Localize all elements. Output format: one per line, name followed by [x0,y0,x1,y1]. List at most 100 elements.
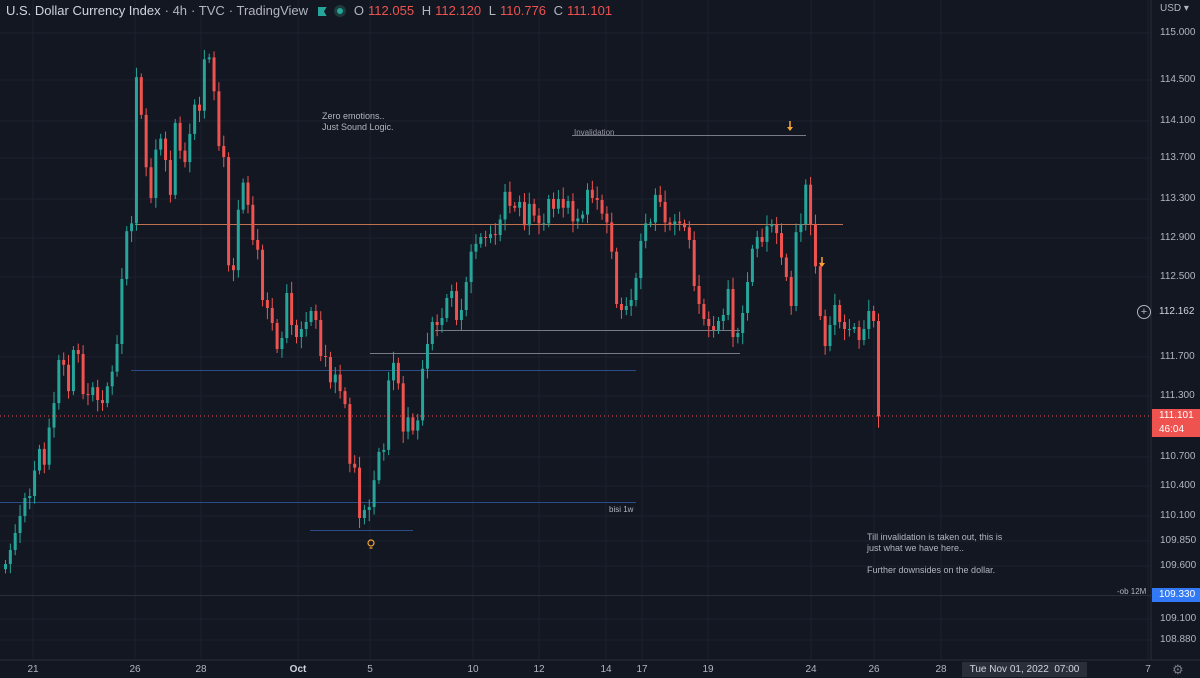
high-value: 112.120 [435,3,482,18]
annotation-note[interactable]: Zero emotions.. Just Sound Logic. [322,111,394,133]
candle [503,191,507,220]
candle [101,400,104,404]
low-label: L [488,3,496,18]
source-label: TVC [198,3,225,18]
candle [91,387,95,396]
candle [304,322,308,329]
candle [673,221,677,225]
time-tick-label: 14 [600,664,612,675]
time-tick-label: 28 [195,664,207,675]
flag-icon [317,7,327,16]
candle [231,265,235,271]
candle [222,145,226,158]
candle [28,496,32,498]
candle [333,374,337,383]
candle [862,329,866,340]
add-alert-icon[interactable]: + [1137,305,1151,319]
candle [561,199,565,208]
candle [285,293,289,338]
candle [358,467,362,518]
candle [484,237,488,239]
candle [149,167,153,198]
candle [459,310,463,320]
candle [760,237,764,242]
horizontal-levels [0,135,1151,596]
interval-label[interactable]: 4h [172,3,188,18]
candle [246,182,250,205]
candle [586,189,589,215]
candle [81,354,85,395]
candle [872,311,876,321]
ob-label: -ob 12M [1117,587,1147,596]
candle [741,313,745,333]
candle [522,201,526,226]
time-tick-label: Oct [289,664,307,675]
candle [299,329,303,337]
candle [847,329,851,330]
candle [823,316,827,346]
candle [634,278,638,300]
crosshair-time-label: Tue Nov 01, 2022 07:00 [962,662,1087,677]
candle [697,286,701,304]
candle [518,201,522,208]
candle [47,427,51,465]
candle [702,304,706,319]
candle [590,189,594,198]
candle [362,510,366,518]
candle [746,282,750,313]
candle [105,386,109,404]
time-tick-label: 7 [1145,664,1151,675]
candle [96,387,100,401]
time-tick-label: 5 [367,664,373,675]
candle [566,200,570,208]
candle [37,448,41,471]
candle [144,114,148,168]
candle [464,282,468,310]
candle [813,224,817,267]
candle [770,224,774,227]
symbol-title[interactable]: U.S. Dollar Currency Index [6,3,161,18]
time-tick-label: 26 [868,664,880,675]
candle [241,182,245,210]
candle [139,77,143,115]
candle [595,197,599,200]
open-label: O [353,3,365,18]
symbol-header: U.S. Dollar Currency Index · 4h · TVC · Tra… [6,3,613,18]
candle [649,222,653,224]
candle [678,221,682,224]
settings-gear-icon[interactable]: ⚙ [1172,662,1184,677]
candle [343,391,347,405]
candle [217,91,221,146]
candle [13,533,17,550]
candle [668,222,672,225]
price-tick-label: 110.100 [1160,510,1196,521]
candle [251,204,255,240]
candle [692,239,696,286]
candle [493,234,497,236]
price-tick-label: 110.400 [1160,480,1196,491]
candle [159,138,163,150]
candle [455,291,459,320]
price-tick-label: 115.000 [1160,27,1196,38]
candle [644,223,648,241]
candle [168,160,172,195]
candle [411,417,415,431]
candle [392,362,395,381]
candle [319,320,323,356]
platform-label: TradingView [236,3,309,18]
candle [605,213,609,223]
annotation-note[interactable]: Till invalidation is taken out, this is … [867,532,1002,576]
candle [338,374,342,392]
candle [818,266,822,316]
candle [270,308,274,323]
candle [33,470,37,496]
candle [188,133,192,163]
candle [547,199,551,224]
candle [571,200,575,222]
candle [450,291,454,298]
candle [707,319,711,326]
note-line: Zero emotions.. [322,111,385,121]
high-label: H [421,3,432,18]
currency-label[interactable]: USD ▾ [1160,3,1189,14]
